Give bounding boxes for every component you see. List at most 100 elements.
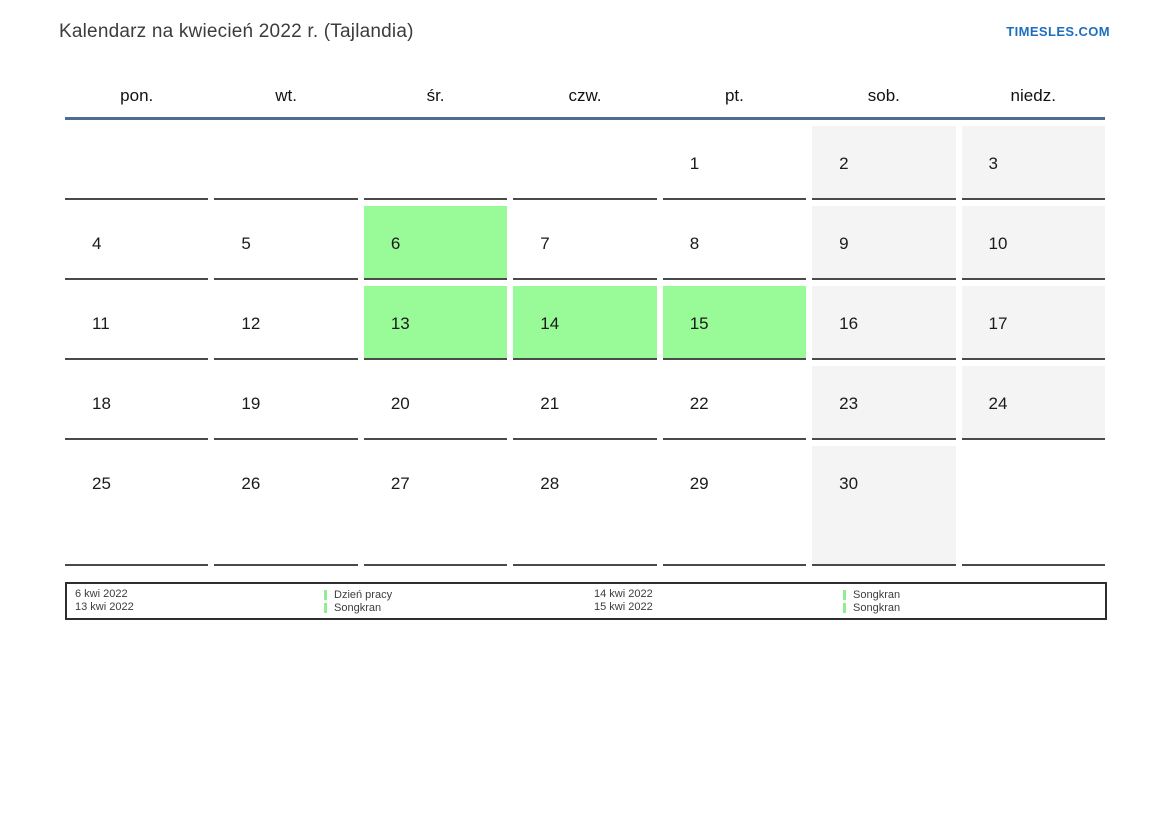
holiday-marker-icon — [843, 602, 846, 613]
day-cell: 28 — [513, 440, 657, 566]
day-cell: 15 — [662, 280, 807, 360]
day-cell: 30 — [812, 440, 956, 566]
day-cell-fill — [663, 126, 806, 198]
weekday-label: śr. — [426, 86, 445, 105]
day-number: 3 — [988, 154, 998, 173]
day-cell: 16 — [812, 280, 956, 360]
day-cell-fill — [65, 366, 208, 438]
day-cell: 13 — [363, 280, 508, 360]
day-cell: 12 — [214, 280, 358, 360]
day-number: 30 — [839, 474, 859, 493]
day-number: 26 — [241, 474, 261, 493]
day-cell-fill — [812, 286, 956, 358]
legend-label: Dzień pracy — [334, 588, 393, 601]
week-row: 11 12 13 14 15 16 17 — [65, 280, 1105, 360]
day-cell-fill — [513, 206, 656, 278]
day-number: 10 — [988, 234, 1008, 253]
timesles-link[interactable]: TIMESLES.COM — [1006, 24, 1110, 39]
weekday-label: niedz. — [1010, 86, 1056, 105]
holiday-marker-icon — [843, 589, 846, 600]
holiday-highlight — [662, 286, 807, 358]
day-cell-fill — [214, 206, 357, 278]
day-cell: 26 — [214, 440, 358, 566]
day-cell-fill — [812, 126, 956, 198]
day-cell: 24 — [961, 360, 1105, 440]
day-number: 5 — [241, 234, 251, 253]
day-cell: 5 — [214, 200, 358, 280]
day-number: 6 — [390, 234, 401, 253]
day-cell-fill — [513, 366, 656, 438]
legend-date: 6 kwi 2022 — [75, 588, 128, 600]
legend-dates: 14 kwi 2022 15 kwi 2022 — [586, 588, 843, 618]
weekday-label: pt. — [724, 86, 744, 105]
day-cell — [214, 120, 358, 200]
day-number: 18 — [92, 394, 111, 413]
day-cell: 7 — [513, 200, 657, 280]
day-number: 22 — [689, 394, 709, 413]
weekday-label: czw. — [568, 86, 602, 105]
legend-label: Songkran — [334, 601, 382, 614]
day-cell-fill — [812, 446, 956, 564]
holiday-highlight — [363, 206, 508, 278]
day-number: 1 — [689, 154, 700, 173]
weekday-label: wt. — [275, 86, 297, 105]
holiday-highlight — [513, 286, 657, 358]
day-cell-fill — [65, 286, 208, 358]
day-number: 16 — [839, 314, 859, 333]
day-cell: 10 — [961, 200, 1105, 280]
day-cell: 8 — [662, 200, 807, 280]
day-cell-fill — [812, 206, 956, 278]
day-number: 27 — [390, 474, 410, 493]
day-number: 23 — [839, 394, 859, 413]
day-number: 14 — [540, 314, 560, 333]
day-cell: 25 — [65, 440, 209, 566]
legend-dates: 6 kwi 2022 13 kwi 2022 — [67, 588, 324, 618]
day-cell-fill — [364, 446, 507, 564]
legend-date: 13 kwi 2022 — [75, 601, 134, 613]
legend-date: 15 kwi 2022 — [594, 601, 653, 613]
legend-left-column: 6 kwi 2022 13 kwi 2022 Dzień pracy Songk… — [67, 584, 586, 618]
day-number: 21 — [540, 394, 560, 413]
legend-entry: Songkran — [324, 601, 586, 614]
day-cell — [65, 120, 209, 200]
day-cell-fill — [214, 446, 357, 564]
day-number: 20 — [390, 394, 410, 413]
week-row: 18 19 20 21 22 23 24 — [65, 360, 1105, 440]
day-number: 12 — [241, 314, 261, 333]
weeks-container: 1 2 3 4 5 6 7 8 9 10 11 12 13 14 15 16 17 18 19 20 21 22 23 24 2… — [65, 120, 1105, 566]
day-cell-fill — [961, 286, 1105, 358]
day-cell: 1 — [662, 120, 807, 200]
legend-labels: Songkran Songkran — [843, 588, 1105, 618]
holiday-marker-icon — [324, 602, 327, 613]
day-number: 19 — [241, 394, 261, 413]
legend-entry: Songkran — [843, 601, 1105, 614]
day-cell: 19 — [214, 360, 358, 440]
page-header: Kalendarz na kwiecień 2022 r. (Tajlandia… — [0, 0, 1169, 43]
week-row: 4 5 6 7 8 9 10 — [65, 200, 1105, 280]
day-cell — [961, 440, 1105, 566]
weekday-header-row: pon. wt. śr. czw. pt. sob. niedz. — [65, 75, 1105, 117]
page-title: Kalendarz na kwiecień 2022 r. (Tajlandia… — [59, 21, 414, 42]
day-cell: 9 — [812, 200, 956, 280]
week-row: 1 2 3 — [65, 120, 1105, 200]
day-cell-fill — [513, 446, 656, 564]
day-number: 25 — [92, 474, 111, 493]
legend-entry: Songkran — [843, 588, 1105, 601]
day-cell-fill — [663, 206, 806, 278]
day-cell: 22 — [662, 360, 807, 440]
day-number: 2 — [839, 154, 849, 173]
day-number: 17 — [988, 314, 1008, 333]
day-number: 29 — [689, 474, 709, 493]
day-cell-fill — [65, 446, 208, 564]
day-cell — [363, 120, 508, 200]
day-cell: 29 — [662, 440, 807, 566]
day-number: 24 — [988, 394, 1008, 413]
day-cell — [513, 120, 657, 200]
day-cell-fill — [961, 366, 1105, 438]
day-cell: 23 — [812, 360, 956, 440]
day-cell-fill — [214, 286, 357, 358]
day-cell-fill — [663, 366, 806, 438]
day-cell: 18 — [65, 360, 209, 440]
week-row: 25 26 27 28 29 30 — [65, 440, 1105, 566]
